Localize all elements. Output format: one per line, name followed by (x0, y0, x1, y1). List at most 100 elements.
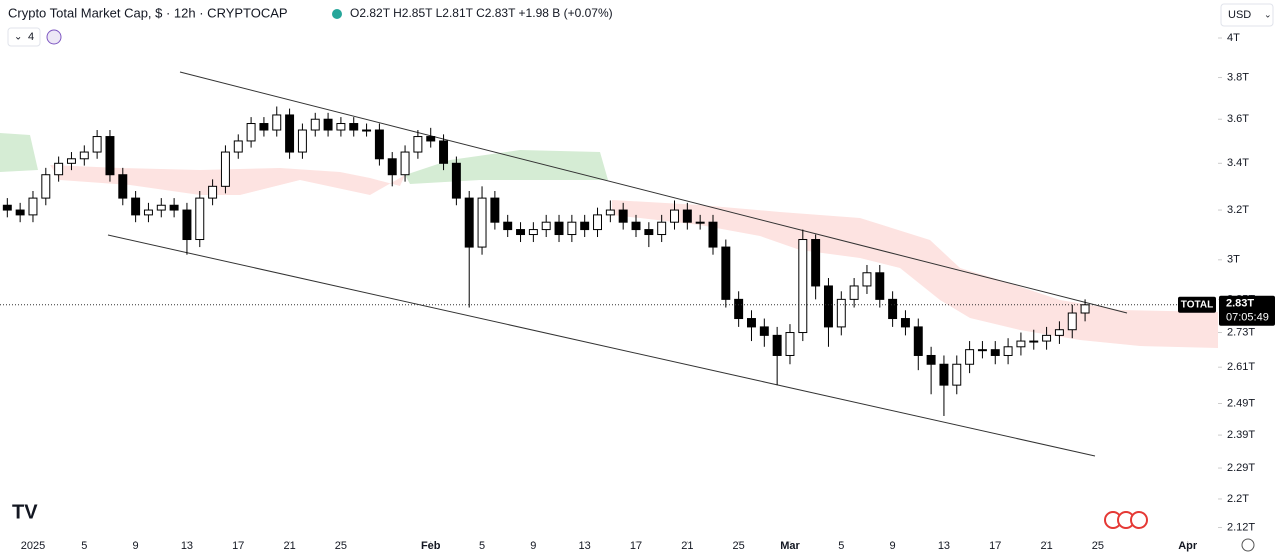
x-tick-label: 25 (1092, 540, 1104, 552)
candle-body (297, 129, 307, 153)
candle-body (490, 197, 500, 223)
indicator-toggle[interactable] (7, 27, 41, 47)
candle-body (285, 114, 295, 153)
y-tick-label: 2.2T (1227, 493, 1249, 505)
candle-body (836, 298, 846, 328)
candle-body (618, 209, 628, 223)
x-tick-label: 21 (283, 540, 295, 552)
x-tick-label: 5 (838, 540, 844, 552)
candle-body (747, 318, 756, 328)
candle-body (336, 123, 346, 131)
candle-body (349, 123, 359, 131)
candle-body (952, 363, 962, 386)
candle-body (811, 239, 821, 287)
x-tick-label: Apr (1178, 540, 1198, 552)
candle-body (708, 221, 718, 248)
x-tick-label: 21 (681, 540, 693, 552)
candle-body (439, 140, 449, 164)
candle-body (451, 162, 461, 199)
candle-body (118, 174, 128, 199)
candle-body (772, 334, 782, 356)
channel-lower (107, 234, 1096, 457)
candle-body (849, 285, 859, 300)
candle-body (721, 246, 731, 300)
candle-body (220, 151, 230, 187)
candle-body (657, 221, 667, 236)
y-tick-label: 2.61T (1227, 361, 1255, 373)
settings-icon[interactable] (1241, 538, 1255, 552)
candle-body (143, 209, 153, 216)
symbol-tag: TOTAL (1181, 299, 1213, 310)
currency-box[interactable] (1220, 3, 1274, 27)
candle-body (156, 204, 166, 211)
y-tick-label: 3.8T (1227, 71, 1249, 83)
y-tick-label: 2.49T (1227, 397, 1255, 409)
channel-upper (179, 71, 1128, 314)
candle-body (79, 151, 89, 160)
ichimoku-cloud (0, 133, 1218, 348)
candle-body (1003, 346, 1013, 356)
x-tick-label: 25 (733, 540, 745, 552)
candle-body (259, 123, 269, 131)
candle-body (464, 197, 474, 248)
x-tick-label: Feb (421, 540, 441, 552)
x-tick-label: 17 (989, 540, 1001, 552)
candle-body (1080, 304, 1090, 314)
candle-body (734, 298, 744, 320)
candle-body (888, 298, 898, 320)
candle-body (554, 221, 564, 236)
candle-body (682, 209, 692, 223)
candle-body (272, 114, 282, 131)
indicator-count: 4 (28, 31, 34, 43)
candle-body (670, 209, 679, 223)
y-tick-label: 4T (1227, 32, 1240, 44)
candle-body (477, 197, 487, 248)
event-icons (1104, 511, 1148, 529)
ohlc-text: O2.82T H2.85T L2.81T C2.83T +1.98 B (+0.… (350, 6, 613, 20)
candle-body (1067, 312, 1077, 331)
candle-body (246, 123, 256, 142)
x-tick-label: 2025 (21, 540, 45, 552)
y-tick-label: 2.39T (1227, 429, 1255, 441)
candle-body (990, 349, 1000, 356)
y-tick-label: 3.2T (1227, 204, 1249, 216)
y-tick-label: 3.6T (1227, 113, 1249, 125)
candle-body (310, 118, 320, 131)
chart-title: Crypto Total Market Cap, $ · 12h · CRYPT… (8, 5, 288, 20)
candle-body (28, 197, 38, 216)
candle-body (2, 204, 12, 211)
candle-body (1042, 334, 1052, 342)
y-tick-label: 3.4T (1227, 157, 1249, 169)
x-tick-label: 13 (579, 540, 591, 552)
candle-body (1029, 340, 1039, 343)
x-tick-label: 5 (81, 540, 87, 552)
price-tag-box (1219, 295, 1275, 326)
x-tick-label: 13 (181, 540, 193, 552)
y-tick-label: 2.73T (1227, 326, 1255, 338)
status-dot (332, 9, 342, 19)
symbol-tag-box (1178, 296, 1216, 313)
candle-body (92, 136, 102, 153)
candle-body (182, 209, 192, 241)
currency: USD (1228, 9, 1251, 21)
candle-body (567, 221, 577, 236)
candle-body (169, 204, 179, 211)
candle-body (1054, 329, 1064, 336)
x-tick-label: 5 (479, 540, 485, 552)
candle-body (105, 136, 115, 176)
price-tag: 2.83T (1226, 298, 1254, 310)
candle-body (631, 221, 641, 231)
candle-body (926, 354, 936, 365)
candle-body (15, 209, 25, 216)
x-tick-label: Mar (780, 540, 800, 552)
refresh-icon[interactable] (46, 29, 62, 45)
candle-body (695, 221, 705, 224)
candle-body (939, 363, 949, 386)
x-tick-label: 9 (133, 540, 139, 552)
chevron: ⌄ (14, 32, 22, 43)
candle-body (862, 272, 872, 287)
candle-body (528, 229, 538, 236)
x-tick-label: 13 (938, 540, 950, 552)
y-tick-label: 2.29T (1227, 462, 1255, 474)
